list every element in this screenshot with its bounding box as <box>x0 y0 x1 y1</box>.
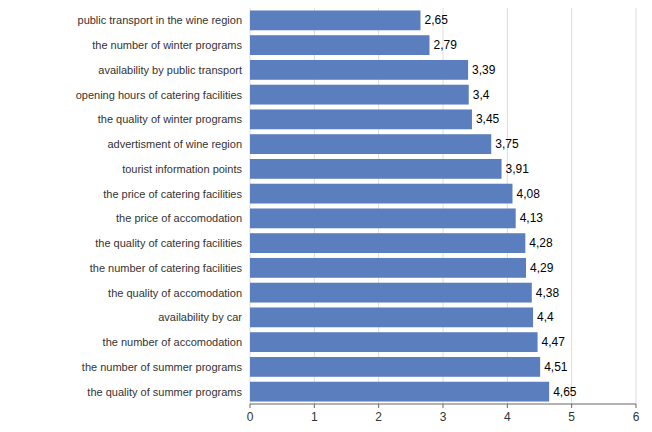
data-label: 4,13 <box>520 211 544 225</box>
data-label: 4,51 <box>544 360 568 374</box>
bar <box>250 283 532 303</box>
data-label: 4,4 <box>537 310 554 324</box>
category-label: public transport in the wine region <box>78 14 242 26</box>
data-labels: 2,65 2,79 3,39 3,4 3,45 3,75 3,91 4,08 4,13 4,28 4… <box>424 13 576 398</box>
category-label: the quality of catering facilities <box>95 237 242 249</box>
bar <box>250 307 533 327</box>
bar <box>250 208 516 228</box>
category-label: the number of summer programs <box>82 361 243 373</box>
tick-label: 6 <box>633 410 640 424</box>
data-label: 4,65 <box>553 385 577 399</box>
tick-mark <box>250 404 251 408</box>
grid-line <box>571 8 572 404</box>
y-axis: public transport in the wine region the n… <box>76 14 243 397</box>
data-label: 4,47 <box>542 335 566 349</box>
bars <box>250 10 549 401</box>
data-label: 4,28 <box>529 236 553 250</box>
category-label: availability by public transport <box>98 64 242 76</box>
category-label: the number of catering facilities <box>90 262 243 274</box>
bar <box>250 60 468 80</box>
category-label: tourist information points <box>122 163 242 175</box>
category-label: availability by car <box>158 311 242 323</box>
tick-mark <box>378 404 379 408</box>
category-label: the number of accomodation <box>103 336 242 348</box>
data-label: 2,65 <box>424 13 448 27</box>
bar <box>250 382 549 402</box>
tick-label: 3 <box>440 410 447 424</box>
category-label: opening hours of catering facilities <box>76 89 243 101</box>
category-label: advertisment of wine region <box>107 138 242 150</box>
bar <box>250 109 472 129</box>
chart-svg: 0 1 2 3 4 5 6 public transport in the wine regi… <box>0 0 652 432</box>
category-label: the quality of winter programs <box>98 113 243 125</box>
bar <box>250 35 429 55</box>
bar <box>250 159 502 179</box>
tick-mark <box>507 404 508 408</box>
bar <box>250 332 538 352</box>
bar <box>250 233 525 253</box>
data-label: 3,39 <box>472 63 496 77</box>
bar <box>250 184 512 204</box>
tick-mark <box>636 404 637 408</box>
data-label: 3,91 <box>506 162 530 176</box>
x-axis-line <box>250 404 636 405</box>
data-label: 4,08 <box>516 187 540 201</box>
bar <box>250 85 469 105</box>
bar <box>250 258 526 278</box>
category-label: the price of accomodation <box>116 212 242 224</box>
bar <box>250 10 420 30</box>
data-label: 4,29 <box>530 261 554 275</box>
tick-label: 5 <box>568 410 575 424</box>
tick-label: 0 <box>247 410 254 424</box>
data-label: 3,75 <box>495 137 519 151</box>
data-label: 3,45 <box>476 112 500 126</box>
data-label: 3,4 <box>473 88 490 102</box>
grid <box>250 8 636 404</box>
x-axis: 0 1 2 3 4 5 6 <box>247 404 640 424</box>
tick-label: 4 <box>504 410 511 424</box>
category-label: the price of catering facilities <box>103 188 242 200</box>
grid-line <box>636 8 637 404</box>
data-label: 2,79 <box>433 38 457 52</box>
category-label: the quality of accomodation <box>108 287 242 299</box>
bar <box>250 357 540 377</box>
chart-container: 0 1 2 3 4 5 6 public transport in the wine regi… <box>0 0 652 432</box>
data-label: 4,38 <box>536 286 560 300</box>
tick-mark <box>314 404 315 408</box>
category-label: the quality of summer programs <box>87 386 242 398</box>
tick-label: 2 <box>375 410 382 424</box>
tick-label: 1 <box>311 410 318 424</box>
tick-mark <box>443 404 444 408</box>
tick-mark <box>571 404 572 408</box>
bar <box>250 134 491 154</box>
category-label: the number of winter programs <box>92 39 242 51</box>
